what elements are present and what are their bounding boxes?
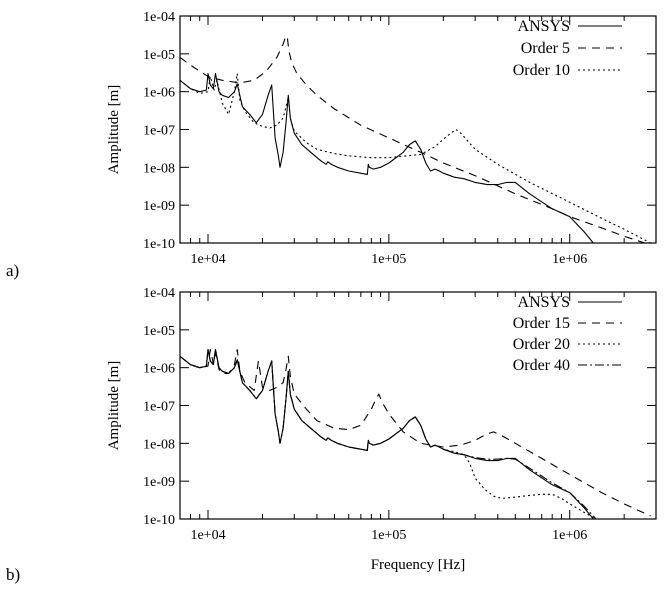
y-tick-label: 1e-10 <box>143 237 175 252</box>
y-tick-label: 1e-09 <box>143 199 175 214</box>
series-line-order-20 <box>180 349 597 519</box>
series-line-order-40 <box>180 349 597 519</box>
legend-label: ANSYS <box>518 18 570 35</box>
y-tick-label: 1e-05 <box>143 48 175 63</box>
panel-label: b) <box>6 565 20 584</box>
y-tick-label: 1e-07 <box>143 400 175 415</box>
x-tick-label: 1e+05 <box>371 528 406 543</box>
y-tick-label: 1e-09 <box>143 475 175 490</box>
x-tick-label: 1e+06 <box>552 528 587 543</box>
series-line-order-10 <box>180 73 651 243</box>
legend-label: ANSYS <box>518 294 570 311</box>
series-line-order-5 <box>180 35 645 243</box>
series-group <box>180 349 651 519</box>
panel-label: a) <box>6 261 19 280</box>
legend-label: Order 10 <box>513 62 570 79</box>
x-tick-label: 1e+04 <box>190 528 225 543</box>
series-line-ansys <box>180 73 594 243</box>
legend: ANSYS Order 5 Order 10 <box>513 18 622 79</box>
legend: ANSYS Order 15 Order 20 Order 40 <box>513 294 622 374</box>
y-tick-label: 1e-04 <box>143 10 175 25</box>
x-minor-ticks <box>189 16 625 243</box>
legend-label: Order 15 <box>513 315 570 332</box>
x-tick-label: 1e+04 <box>190 252 225 267</box>
series-group <box>180 35 651 243</box>
y-tick-label: 1e-06 <box>143 86 175 101</box>
y-tick-label: 1e-06 <box>143 362 175 377</box>
plot-frame <box>179 291 657 520</box>
legend-label: Order 40 <box>513 357 570 374</box>
series-line-order-15 <box>180 349 651 517</box>
y-tick-label: 1e-04 <box>143 286 175 301</box>
legend-label: Order 5 <box>521 40 570 57</box>
y-axis-label: Amplitude [m] <box>106 85 122 175</box>
x-tick-label: 1e+06 <box>552 252 587 267</box>
y-tick-label: 1e-10 <box>143 513 175 528</box>
y-tick-label: 1e-05 <box>143 324 175 339</box>
x-minor-ticks <box>189 292 625 519</box>
y-axis-label: Amplitude [m] <box>106 361 122 451</box>
x-tick-label: 1e+05 <box>371 252 406 267</box>
panel-b: 1e-04 1e-05 1e-06 1e-07 1e-08 1e-09 1e-10 1e+04… <box>6 286 657 584</box>
x-axis-label: Frequency [Hz] <box>371 557 466 573</box>
y-tick-label: 1e-07 <box>143 124 175 139</box>
y-tick-label: 1e-08 <box>143 437 175 452</box>
panel-a: 1e-04 1e-05 1e-06 1e-07 1e-08 1e-09 1e-10 1e+04… <box>6 10 657 280</box>
y-tick-label: 1e-08 <box>143 161 175 176</box>
plot-frame <box>179 15 657 244</box>
legend-label: Order 20 <box>513 336 570 353</box>
